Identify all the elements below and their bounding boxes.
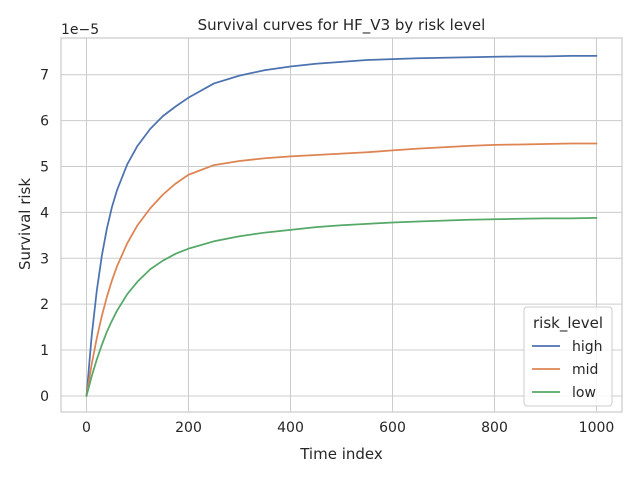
x-tick-label: 600	[379, 420, 406, 436]
chart-title: Survival curves for HF_V3 by risk level	[198, 16, 486, 35]
x-tick-label: 200	[175, 420, 202, 436]
legend-item-low: low	[532, 385, 596, 401]
axes-frame	[60, 37, 623, 413]
legend-items: high mid low	[532, 339, 603, 401]
y-offset-text: 1e−5	[61, 22, 99, 38]
legend-label-mid: mid	[572, 362, 598, 378]
series-layer	[85, 55, 598, 397]
x-tick-label: 800	[481, 420, 508, 436]
legend-item-mid: mid	[532, 362, 598, 378]
tick-labels: 0 200 400 600 800 1000 0 1 2 3 4 5 6 7	[40, 68, 614, 436]
y-tick-label: 5	[40, 159, 49, 175]
series-line-low	[85, 217, 598, 397]
y-tick-label: 0	[40, 389, 49, 405]
legend-label-high: high	[572, 339, 603, 355]
legend: risk_level high mid low	[523, 306, 613, 407]
y-tick-label: 2	[40, 297, 49, 313]
legend-label-low: low	[572, 385, 596, 401]
y-tick-label: 3	[40, 251, 49, 267]
x-tick-label: 400	[277, 420, 304, 436]
x-axis-label: Time index	[299, 445, 383, 463]
y-axis-label: Survival risk	[16, 178, 34, 270]
legend-item-high: high	[532, 339, 603, 355]
y-tick-label: 1	[40, 343, 49, 359]
legend-title: risk_level	[533, 314, 603, 333]
grid-layer	[61, 38, 622, 412]
legend-box	[523, 306, 613, 407]
x-tick-label: 0	[82, 420, 91, 436]
y-tick-label: 6	[40, 114, 49, 130]
y-tick-label: 7	[40, 68, 49, 84]
series-line-high	[85, 55, 598, 397]
plot-frame	[60, 37, 623, 413]
series-line-mid	[85, 142, 598, 397]
y-tick-label: 4	[40, 205, 49, 221]
x-tick-label: 1000	[579, 420, 615, 436]
